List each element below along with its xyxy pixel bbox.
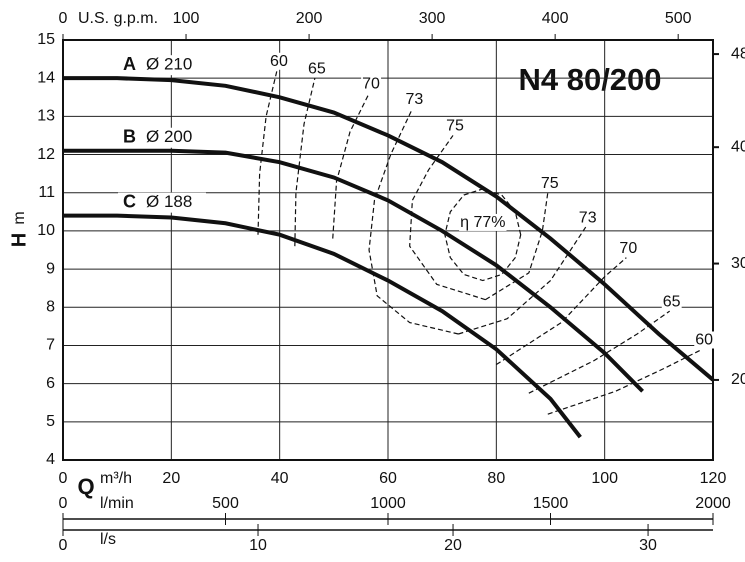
efficiency-curve [368,108,459,335]
curve-name: C [123,191,136,211]
x4-axis-label: l/s [100,531,116,548]
x3-tick-label: 500 [212,495,239,512]
efficiency-label: 65 [663,293,681,310]
efficiency-label: 73 [579,209,597,226]
x3-tick-label: 1500 [533,495,569,512]
title-box [505,58,675,104]
pump-curve [63,76,715,382]
y-tick-label: 4 [46,451,55,468]
curve-label-bg [118,127,206,148]
efficiency-label-bg [445,117,465,135]
efficiency-label: 70 [362,76,380,93]
x4-tick-label: 10 [249,537,267,554]
x-tick-label: 20 [162,470,180,487]
y-tick-label: 13 [37,108,55,125]
x2-tick-label: 100 [173,10,200,27]
x4-tick-label: 30 [639,537,657,554]
efficiency-curve [294,78,316,247]
x3-tick-label: 2000 [695,495,731,512]
x4-tick-label: 20 [444,537,462,554]
x2-tick-label: 500 [665,10,692,27]
curve-name: B [123,126,136,146]
x3-tick-label: 1000 [370,495,406,512]
x2-tick-label: 200 [296,10,323,27]
efficiency-label-bg [269,52,289,70]
efficiency-curve [528,310,671,394]
chart-title: N4 80/200 [518,62,661,97]
efficiency-label: 60 [270,53,288,70]
efficiency-label-bg [404,90,425,108]
y2-tick-label: 48 [731,45,745,62]
curve-label-bg [118,55,206,76]
curve-label: Ø 210 [146,55,192,74]
efficiency-curve [458,226,587,335]
y2-tick-label: 30 [731,255,745,272]
x2-axis-label: U.S. g.p.m. [78,10,158,27]
x3-tick-label: 0 [59,495,68,512]
y2-tick-label: 20 [731,371,745,388]
x-tick-label: 100 [591,470,618,487]
pump-curve [63,213,582,439]
x3-axis-label: l/min [100,495,134,512]
x2-tick-label: 0 [59,10,68,27]
y-tick-label: 9 [46,260,55,277]
efficiency-curve [257,70,278,235]
y-axis-label: H [8,233,30,247]
efficiency-label: η 77% [460,214,505,231]
efficiency-curve [444,188,522,282]
efficiency-label-bg [577,209,598,227]
x-tick-label: 60 [379,470,397,487]
x-axis-label: Q [77,474,94,499]
efficiency-label-bg [459,213,507,231]
y-tick-label: 15 [37,31,55,48]
y-tick-label: 5 [46,413,55,430]
curve-label: Ø 188 [146,192,192,211]
efficiency-label-bg [618,239,639,257]
y-axis-unit: m [11,211,28,224]
x-tick-label: 120 [700,470,727,487]
efficiency-label: 75 [446,118,464,135]
x4-tick-label: 0 [59,537,68,554]
x-axis-unit: m³/h [100,470,132,487]
efficiency-label: 65 [308,60,326,77]
efficiency-label-bg [694,331,715,349]
x2-tick-label: 400 [542,10,569,27]
curve-label-bg [118,192,206,213]
x-tick-label: 40 [271,470,289,487]
y-tick-label: 10 [37,222,55,239]
efficiency-label-bg [661,293,682,311]
y-tick-label: 7 [46,337,55,354]
efficiency-label-bg [306,60,327,78]
y2-tick-label: 40 [731,138,745,155]
y-tick-label: 8 [46,298,55,315]
efficiency-curve [496,257,627,366]
efficiency-curve [485,192,549,301]
y-tick-label: 6 [46,375,55,392]
efficiency-curve [409,135,486,301]
efficiency-label: 70 [619,240,637,257]
efficiency-label: 73 [405,91,423,108]
x-tick-label: 80 [487,470,505,487]
efficiency-label-bg [539,174,560,192]
efficiency-label: 75 [541,175,559,192]
efficiency-label-bg [361,75,382,93]
plot-frame [62,39,714,461]
x2-tick-label: 300 [419,10,446,27]
y-tick-label: 11 [38,184,55,201]
x-tick-label: 0 [59,470,68,487]
pump-curve [63,148,645,393]
efficiency-curve [547,348,703,415]
y-tick-label: 12 [37,146,55,163]
efficiency-label: 60 [695,331,713,348]
curve-name: A [123,54,136,74]
curve-label: Ø 200 [146,127,192,146]
efficiency-curve [332,93,370,239]
y-tick-label: 14 [37,69,55,86]
